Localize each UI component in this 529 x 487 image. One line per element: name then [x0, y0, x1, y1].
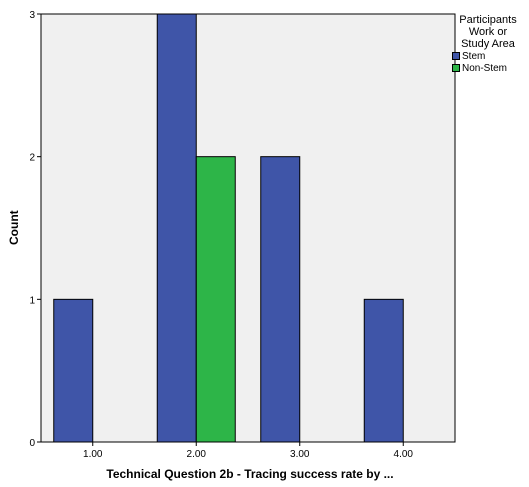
y-tick-label: 2 [29, 153, 35, 164]
x-axis-title: Technical Question 2b - Tracing success … [106, 467, 394, 481]
y-axis-title: Count [7, 210, 21, 245]
legend-title-line-2: Work or [468, 26, 508, 38]
y-tick-label: 3 [29, 10, 35, 21]
legend-item-non-stem: Non-Stem [452, 62, 528, 74]
bar-stem-2.00 [156, 13, 197, 443]
legend-swatch-stem [452, 52, 460, 60]
x-tick-label: 2.00 [187, 449, 207, 460]
bar-stem-1.00 [53, 298, 94, 443]
bar-stem-3.00 [260, 156, 301, 443]
x-tick-label: 4.00 [394, 449, 414, 460]
legend: Participants Work or Study Area Stem Non… [448, 14, 528, 74]
legend-title-line-1: Participants [459, 14, 517, 26]
x-tick-label: 3.00 [290, 449, 310, 460]
bar-non-stem-2.00 [195, 156, 236, 443]
bar-stem-4.00 [363, 298, 404, 443]
legend-title-line-3: Study Area [461, 38, 515, 50]
y-tick-label: 0 [29, 438, 35, 449]
legend-label-stem: Stem [462, 50, 486, 62]
x-tick-label: 1.00 [83, 449, 103, 460]
legend-label-non-stem: Non-Stem [462, 62, 508, 74]
legend-item-stem: Stem [452, 50, 528, 62]
y-tick-label: 1 [29, 295, 35, 306]
legend-title: Participants Work or Study Area [448, 14, 528, 50]
legend-swatch-non-stem [452, 64, 460, 72]
